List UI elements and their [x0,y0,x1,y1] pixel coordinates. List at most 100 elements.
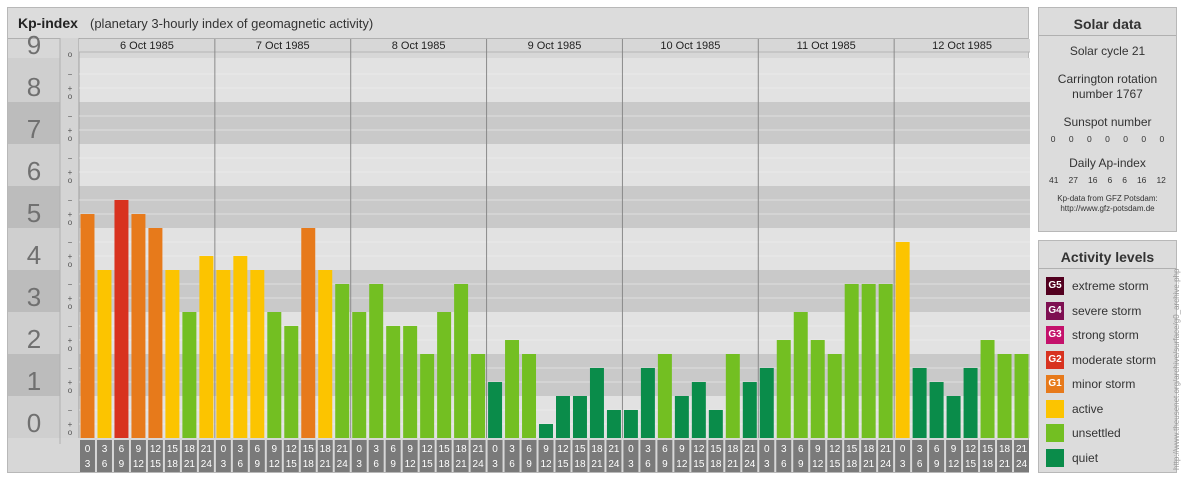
hour-start-label: 21 [880,444,892,455]
sub-tick-label: o [68,302,73,311]
hour-end-label: 15 [965,459,977,470]
hour-end-label: 12 [676,459,688,470]
kp-bar [997,354,1012,438]
kp-label-band [8,226,60,270]
sub-tick-label: − [68,406,73,415]
hour-label-box [130,440,146,472]
hour-end-label: 15 [693,459,705,470]
hour-end-label: 24 [337,459,349,470]
hour-start-label: 12 [965,444,977,455]
hour-start-label: 21 [201,444,213,455]
sub-tick-label: o [68,92,73,101]
hour-label-box [215,440,231,472]
ap-value: 6 [1107,175,1113,185]
hour-start-label: 18 [184,444,196,455]
hour-end-label: 18 [439,459,451,470]
hour-end-label: 6 [645,459,651,470]
kp-bar [97,270,112,438]
sunspot-value: 0 [1068,134,1074,144]
source-line-2: http://www.gfz-potsdam.de [1060,204,1155,213]
kp-bar [912,367,927,438]
kp-tick-label: 3 [27,282,41,312]
kp-bar [267,312,282,438]
hour-end-label: 9 [526,459,532,470]
hour-start-label: 21 [337,444,349,455]
hour-label-box [164,440,180,472]
hour-label-box [895,440,911,472]
kp-bar [657,354,672,438]
hour-start-label: 15 [167,444,179,455]
kp-bar [216,270,231,438]
sub-tick-label: − [68,196,73,205]
hour-label-box [980,440,996,472]
kp-label-band [8,142,60,186]
hour-label-box [742,440,758,472]
kp-bar [522,354,537,438]
hour-label-box [436,440,452,472]
kp-bar [250,270,265,438]
legend-label: minor storm [1072,377,1136,391]
legend-label: severe storm [1072,303,1142,318]
legend-label: extreme storm [1072,279,1149,293]
hour-start-label: 6 [798,444,804,455]
kp-bar [640,367,655,438]
hour-label-box [80,440,95,472]
kp-bar [437,312,452,438]
hour-start-label: 9 [272,444,278,455]
sub-tick-label: − [68,112,73,121]
ap-value: 16 [1087,175,1098,185]
hour-start-label: 3 [238,444,244,455]
hour-end-label: 15 [286,459,298,470]
legend-swatch [1046,399,1064,418]
legend-label: active [1072,401,1104,416]
hour-end-label: 21 [863,459,875,470]
ap-values: 41 27 16 6 6 16 12 [1039,175,1176,185]
sub-tick-label: − [68,238,73,247]
kp-bar [606,409,621,438]
hour-start-label: 9 [543,444,549,455]
sunspot-value: 0 [1141,134,1147,144]
solar-data-title: Solar data [1039,8,1176,36]
kp-bar [539,424,553,438]
activity-levels-title: Activity levels [1039,241,1176,269]
kp-bar [589,367,604,438]
hour-label-box [691,440,707,472]
kp-bar [556,396,570,438]
legend-label: unsettled [1072,426,1121,440]
hour-end-label: 3 [221,459,227,470]
hour-start-label: 0 [900,444,906,455]
hour-end-label: 15 [422,459,434,470]
hour-start-label: 18 [456,444,468,455]
sunspot-value: 0 [1159,134,1165,144]
kp-bar [810,340,825,438]
kp-bar [182,312,197,438]
hour-end-label: 9 [934,459,940,470]
hour-start-label: 6 [255,444,261,455]
hour-end-label: 21 [591,459,603,470]
day-label: 10 Oct 1985 [660,40,720,52]
sub-tick-label: + [68,210,73,219]
legend-swatch [1046,424,1064,442]
kp-label-band [8,352,60,396]
hour-start-label: 18 [863,444,875,455]
hour-label-box [623,440,639,472]
hour-label-box [334,440,350,472]
sub-tick-label: − [68,364,73,373]
day-label: 6 Oct 1985 [120,40,174,52]
hour-end-label: 24 [880,459,892,470]
hour-start-label: 15 [846,444,858,455]
kp-tick-label: 9 [27,30,41,60]
day-label: 12 Oct 1985 [932,40,992,52]
hour-end-label: 18 [303,459,315,470]
kp-bar [793,312,808,438]
hour-end-label: 3 [764,459,770,470]
hour-label-box [929,440,945,472]
hour-label-box [963,440,979,472]
hour-label-box [725,440,741,472]
sub-tick-label: − [68,154,73,163]
kp-bar [708,409,723,438]
sub-tick-label: + [68,168,73,177]
hour-end-label: 6 [509,459,515,470]
kp-bar [929,382,944,438]
hour-label-box [640,440,656,472]
